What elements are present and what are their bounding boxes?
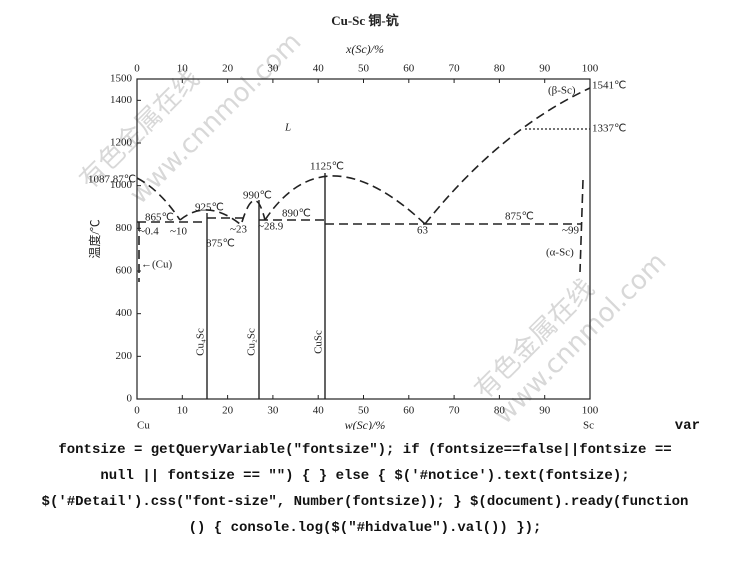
- annotation: 1337℃: [592, 123, 626, 135]
- liquidus: [264, 175, 426, 225]
- y-tick-label: 200: [116, 350, 133, 362]
- code-line: fontsize = getQueryVariable("fontsize");…: [58, 442, 672, 458]
- x-tick-label: 70: [449, 405, 461, 417]
- annotation: 865℃: [145, 212, 174, 224]
- liquidus: [136, 177, 181, 221]
- watermarks: 有色金属在线 www.cnnmol.com 有色金属在线 www.cnnmol.…: [74, 27, 672, 430]
- top-tick-label: 60: [403, 63, 415, 75]
- annotation: ~10: [170, 226, 187, 238]
- y-tick-label: 1500: [110, 73, 133, 85]
- code-line: () { console.log($("#hidvalue").val()) }…: [188, 520, 542, 536]
- annotations: 1541℃ (β-Sc) 1337℃ L 1125℃ 1087.87℃ 925℃…: [88, 80, 626, 430]
- liquidus: [179, 209, 241, 225]
- top-tick-label: 50: [358, 63, 370, 75]
- x-tick-label: 20: [222, 405, 234, 417]
- annotation: 990℃: [243, 190, 272, 202]
- bottom-axis-label: w(Sc)/%: [345, 418, 386, 430]
- title: Cu-Sc 铜-钪: [331, 13, 399, 28]
- top-tick-label: 20: [222, 63, 234, 75]
- annotation: ←(Cu): [141, 259, 173, 271]
- compound-label: Cu₄Sc: [195, 328, 207, 356]
- code-line: $('#Detail').css("font-size", Number(fon…: [41, 494, 689, 510]
- compound-line: [206, 173, 326, 399]
- annotation: 63: [417, 225, 429, 237]
- liquidus: [241, 199, 266, 223]
- top-tick-label: 90: [539, 63, 551, 75]
- annotation: ~28.9: [258, 221, 284, 233]
- solvus: [579, 179, 584, 273]
- top-tick-label: 0: [134, 63, 140, 75]
- y-axis-label: 温度/℃: [87, 219, 102, 258]
- x-tick-label: 30: [267, 405, 279, 417]
- annotation: 1125℃: [310, 161, 344, 173]
- top-tick-label: 100: [582, 63, 599, 75]
- x-tick-label: 90: [539, 405, 551, 417]
- top-tick-label: 10: [177, 63, 189, 75]
- annotation: 875℃: [505, 211, 534, 223]
- annotation: L: [284, 122, 291, 134]
- code-line: var: [674, 418, 700, 434]
- annotation: 1087.87℃: [88, 174, 136, 186]
- annotation: ~0.4: [139, 226, 159, 238]
- x-tick-label: 100: [582, 405, 599, 417]
- y-tick-label: 600: [116, 265, 133, 277]
- annotation: Cu: [137, 420, 150, 430]
- top-tick-label: 80: [494, 63, 506, 75]
- compound-label: CuSc: [313, 330, 325, 354]
- y-tick-label: 1400: [110, 94, 133, 106]
- annotation: 890℃: [282, 208, 311, 220]
- liquidus: [424, 87, 591, 225]
- x-tick-label: 60: [403, 405, 415, 417]
- compound-label: Cu₂Sc: [246, 328, 258, 356]
- x-tick-label: 80: [494, 405, 506, 417]
- top-tick-label: 30: [267, 63, 279, 75]
- top-tick-label: 70: [449, 63, 461, 75]
- y-tick-label: 1000: [110, 179, 133, 191]
- y-tick-label: 0: [127, 393, 133, 405]
- annotation: Sc: [583, 420, 594, 430]
- annotation: ~23: [230, 224, 247, 236]
- annotation: 1541℃: [592, 80, 626, 92]
- top-tick-label: 40: [313, 63, 325, 75]
- code-line: null || fontsize == "") { } else { $('#n…: [100, 468, 630, 484]
- annotation: 875℃: [206, 238, 235, 250]
- phase-lines: [136, 87, 591, 399]
- y-tick-label: 800: [116, 222, 133, 234]
- annotation: 925℃: [195, 202, 224, 214]
- y-tick-label: 400: [116, 307, 133, 319]
- x-tick-label: 40: [313, 405, 325, 417]
- phase-diagram: 有色金属在线 www.cnnmol.com 有色金属在线 www.cnnmol.…: [74, 13, 672, 430]
- annotation: (α-Sc): [546, 247, 574, 259]
- top-axis-label: x(Sc)/%: [345, 42, 384, 56]
- annotation: ~99: [562, 225, 579, 237]
- x-tick-label: 0: [134, 405, 140, 417]
- annotation: (β-Sc): [548, 85, 576, 97]
- x-tick-label: 10: [177, 405, 189, 417]
- x-tick-label: 50: [358, 405, 370, 417]
- y-tick-label: 1200: [110, 137, 133, 149]
